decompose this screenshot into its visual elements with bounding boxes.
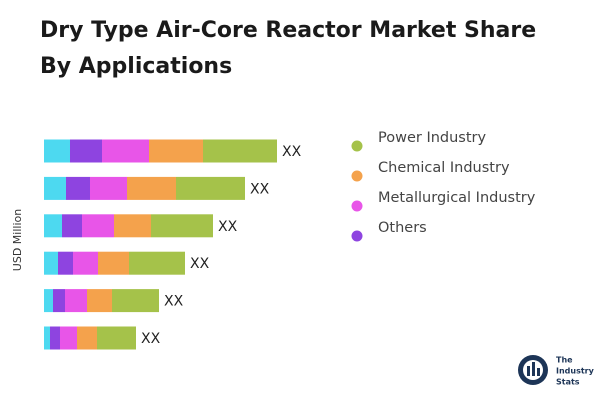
legend-marker [351, 230, 363, 242]
bar-segment [98, 251, 129, 275]
bar-segment [129, 251, 185, 275]
bar-segment [97, 326, 136, 350]
bar-segment [44, 289, 53, 313]
bar-label: XX [164, 294, 184, 310]
bar-segment [53, 289, 65, 313]
bar-segment [58, 251, 73, 275]
bar-segment [112, 289, 159, 313]
bar-segment [151, 214, 213, 238]
bar-segment [44, 176, 66, 200]
bar-label: XX [190, 256, 210, 272]
bar-segment [203, 139, 277, 163]
legend-label: Power Industry [378, 130, 487, 146]
bar-label: XX [282, 144, 302, 160]
legend-label: Metallurgical Industry [378, 190, 536, 206]
legend-label: Chemical Industry [378, 160, 510, 176]
legend-label: Others [378, 220, 427, 236]
bar-segment [44, 214, 62, 238]
bar-segment [82, 214, 114, 238]
bar-segment [65, 289, 87, 313]
bar-segment [70, 139, 102, 163]
logo-text: Industry [556, 367, 595, 376]
logo-icon [518, 355, 548, 385]
bar-label: XX [141, 331, 161, 347]
bar-segment [50, 326, 60, 350]
bar-segment [87, 289, 112, 313]
bar-segment [176, 176, 245, 200]
bar-segment [44, 326, 50, 350]
bar-segment [127, 176, 176, 200]
bar-segment [102, 139, 149, 163]
legend-marker [351, 200, 363, 212]
bar-segment [149, 139, 203, 163]
chart-title: By Applications [40, 54, 232, 79]
bar-segment [62, 214, 82, 238]
bar-segment [44, 139, 70, 163]
bar-segment [77, 326, 97, 350]
legend-marker [351, 140, 363, 152]
y-axis-label: USD Million [11, 209, 24, 271]
legend-marker [351, 170, 363, 182]
bar-segment [44, 251, 58, 275]
bar-segment [90, 176, 127, 200]
bar-segment [73, 251, 98, 275]
chart-title: Dry Type Air-Core Reactor Market Share [40, 18, 536, 43]
logo-text: The [556, 356, 573, 365]
logo-text: Stats [556, 378, 580, 387]
bar-segment [66, 176, 90, 200]
bar-label: XX [250, 181, 270, 197]
bar-label: XX [218, 219, 238, 235]
bar-segment [60, 326, 77, 350]
bar-segment [114, 214, 151, 238]
